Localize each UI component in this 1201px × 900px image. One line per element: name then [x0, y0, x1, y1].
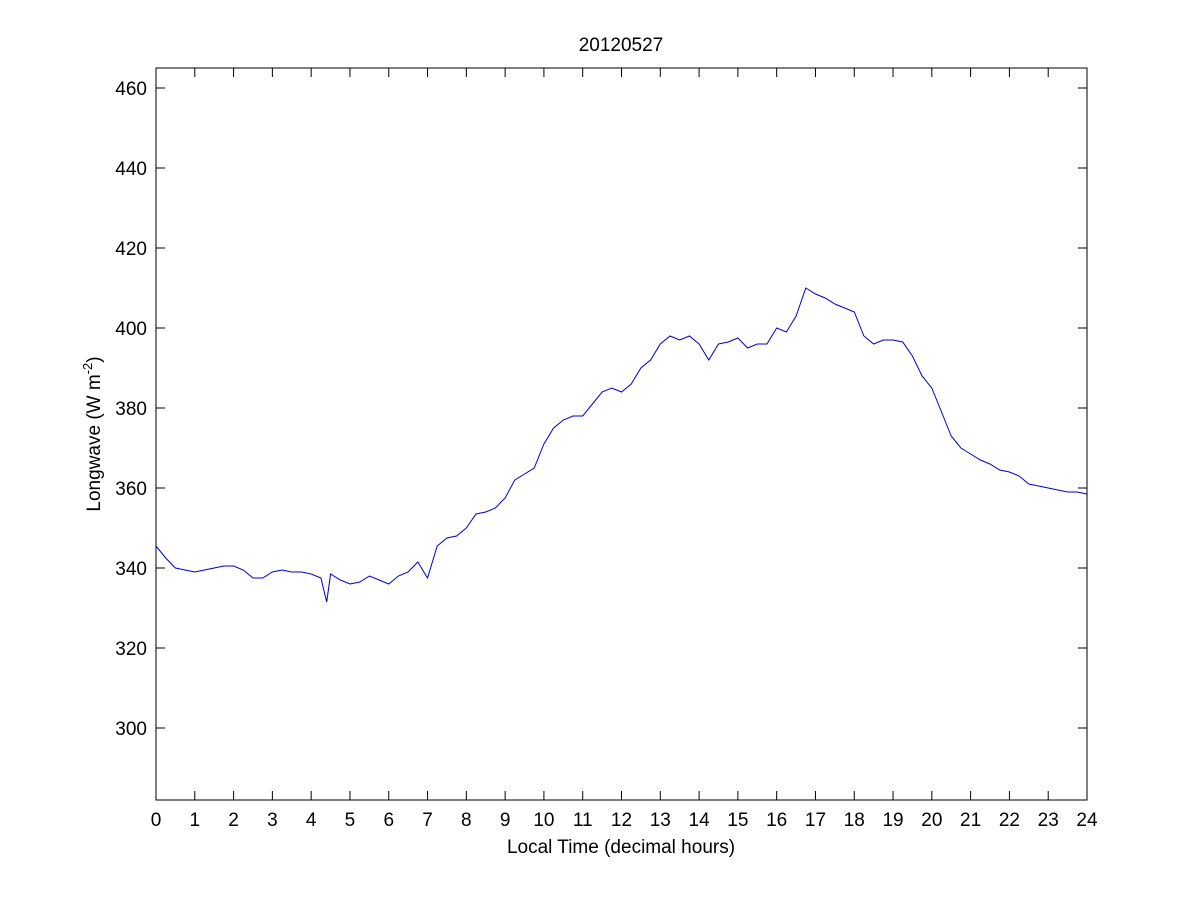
x-tick-label: 15 — [727, 810, 748, 831]
x-tick-label: 19 — [882, 810, 903, 831]
y-tick-label: 340 — [115, 559, 147, 580]
y-tick-label: 360 — [115, 479, 147, 500]
x-tick-label: 22 — [999, 810, 1020, 831]
x-tick-label: 24 — [1076, 810, 1098, 831]
x-tick-label: 9 — [500, 810, 511, 831]
x-axis: 0 1 2 3 4 5 6 7 8 9 10 11 12 13 14 15 16 17 18 19 20 21 22 23 24 — [151, 68, 1098, 831]
y-axis-label-main: Longwave (W m — [84, 374, 105, 511]
x-tick-label: 4 — [306, 810, 317, 831]
x-tick-label: 3 — [267, 810, 278, 831]
x-tick-label: 12 — [611, 810, 632, 831]
y-tick-label: 320 — [115, 639, 147, 660]
y-tick-label: 420 — [115, 239, 147, 260]
x-tick-label: 20 — [921, 810, 942, 831]
x-tick-label: 11 — [573, 810, 593, 831]
x-tick-label: 18 — [844, 810, 865, 831]
x-tick-label: 2 — [228, 810, 239, 831]
y-axis-label: Longwave (W m-2) — [80, 356, 105, 511]
x-tick-label: 6 — [383, 810, 394, 831]
series-line-longwave — [155, 287, 1088, 603]
x-tick-label: 1 — [190, 810, 201, 831]
x-tick-label: 7 — [422, 810, 433, 831]
x-tick-label: 17 — [805, 810, 826, 831]
x-tick-label: 10 — [533, 810, 554, 831]
plot-area — [155, 67, 1088, 801]
y-axis: 300 320 340 360 380 400 420 440 460 — [115, 79, 1087, 740]
x-tick-label: 13 — [650, 810, 671, 831]
x-tick-label: 23 — [1038, 810, 1059, 831]
y-tick-label: 380 — [115, 399, 147, 420]
x-axis-label: Local Time (decimal hours) — [507, 837, 735, 858]
x-tick-label: 8 — [461, 810, 472, 831]
y-axis-label-exponent: -2 — [80, 363, 95, 375]
y-axis-label-close: ) — [84, 356, 105, 362]
y-tick-label: 460 — [115, 79, 147, 100]
x-tick-label: 14 — [689, 810, 711, 831]
x-tick-label: 0 — [151, 810, 162, 831]
x-tick-label: 21 — [960, 810, 981, 831]
x-tick-label: 5 — [345, 810, 356, 831]
chart-title: 20120527 — [579, 35, 664, 56]
y-tick-label: 300 — [115, 719, 147, 740]
y-tick-label: 440 — [115, 159, 147, 180]
y-tick-label: 400 — [115, 319, 147, 340]
x-tick-label: 16 — [766, 810, 787, 831]
